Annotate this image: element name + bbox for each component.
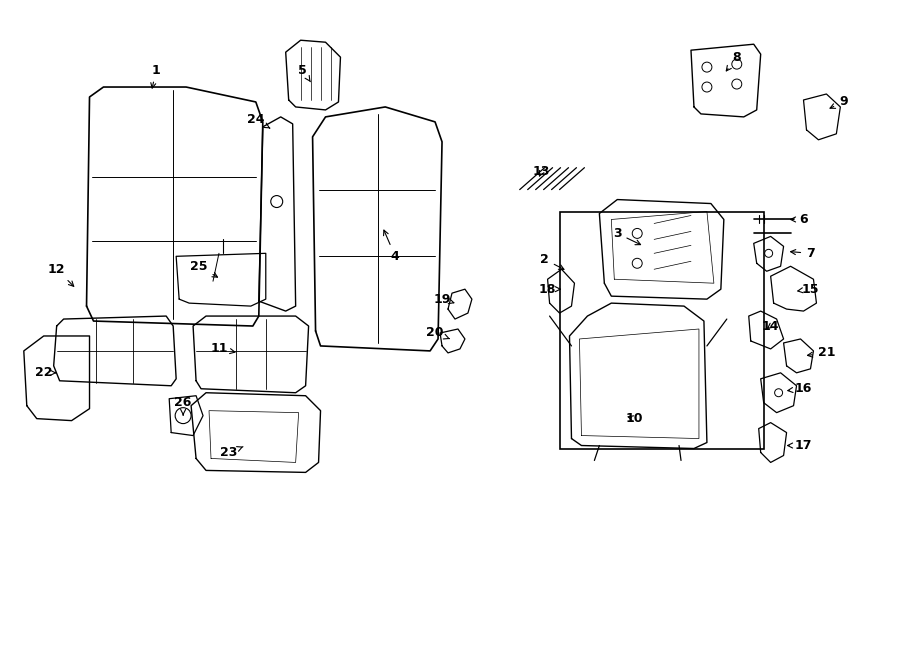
- Text: 23: 23: [220, 446, 243, 459]
- Text: 12: 12: [48, 263, 74, 286]
- Text: 15: 15: [797, 283, 819, 295]
- Text: 10: 10: [626, 412, 643, 425]
- Text: 1: 1: [151, 63, 160, 88]
- Text: 21: 21: [807, 346, 835, 360]
- Text: 3: 3: [613, 227, 641, 245]
- Text: 25: 25: [190, 260, 218, 277]
- Text: 26: 26: [175, 396, 192, 415]
- Text: 24: 24: [248, 114, 270, 128]
- Bar: [560, 212, 764, 449]
- Text: 16: 16: [788, 382, 812, 395]
- Text: 17: 17: [788, 439, 813, 452]
- Text: 8: 8: [726, 51, 741, 71]
- Text: 13: 13: [533, 165, 550, 178]
- Text: 9: 9: [830, 95, 848, 108]
- Text: 14: 14: [762, 319, 779, 332]
- Text: 4: 4: [383, 230, 400, 263]
- Text: 2: 2: [540, 253, 564, 270]
- Text: 22: 22: [35, 366, 56, 379]
- Text: 11: 11: [211, 342, 235, 356]
- Text: 7: 7: [790, 247, 815, 260]
- Text: 6: 6: [790, 213, 808, 226]
- Text: 5: 5: [298, 63, 310, 82]
- Text: 20: 20: [427, 327, 449, 340]
- Text: 19: 19: [433, 293, 454, 305]
- Text: 18: 18: [539, 283, 561, 295]
